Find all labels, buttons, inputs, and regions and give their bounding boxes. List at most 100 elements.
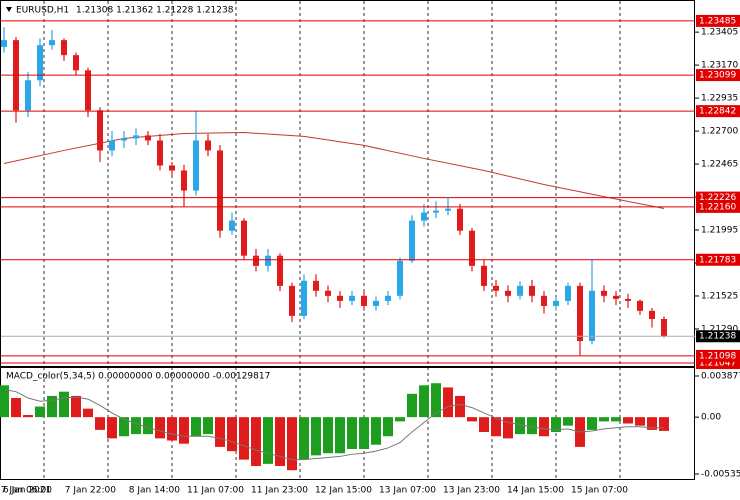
y-tick-label: 1.21995 — [701, 226, 738, 236]
macd-bar — [83, 408, 93, 418]
y-tick-label: 1.21525 — [701, 291, 738, 301]
candle-body — [469, 230, 475, 266]
macd-bar — [179, 417, 189, 444]
candle-body — [325, 290, 331, 296]
y-tick-label: 1.23170 — [701, 61, 738, 71]
macd-bar — [635, 417, 645, 426]
macd-bar — [443, 387, 453, 418]
candle-body — [1, 40, 7, 47]
macd-bar — [239, 417, 249, 460]
macd-bar — [131, 417, 141, 435]
candle-body — [577, 285, 583, 342]
level-label: 1.22160 — [699, 202, 736, 212]
y-tick-label: 1.21290 — [701, 324, 738, 334]
candle-body — [205, 140, 211, 151]
macd-bar — [503, 417, 513, 439]
candle-body — [181, 170, 187, 191]
candle-body — [409, 220, 415, 261]
candle-body — [289, 285, 295, 316]
x-tick-label: 12 Jan 15:00 — [315, 486, 372, 496]
macd-title: MACD_color(5,34,5) 0.00000000 0.00000000… — [6, 372, 270, 382]
candle-body — [373, 300, 379, 306]
x-tick-label: 11 Jan 23:00 — [251, 486, 308, 496]
macd-bar — [0, 385, 9, 418]
candle-body — [73, 55, 79, 71]
macd-bar — [527, 417, 537, 435]
macd-panel-frame — [0, 367, 695, 480]
y-tick-label: 1.22465 — [701, 160, 738, 170]
last-price-label: 1.21238 — [699, 332, 736, 342]
candle-body — [601, 290, 607, 296]
candle-body — [481, 265, 487, 286]
macd-bar — [203, 417, 213, 435]
x-tick-label: 6 Jan 2021 — [3, 486, 51, 496]
candle-body — [661, 318, 667, 337]
macd-bar — [623, 417, 633, 424]
level-label: 1.21098 — [699, 351, 736, 361]
macd-bar — [419, 385, 429, 418]
y-tick-label: 1.23405 — [701, 28, 738, 38]
candle-body — [313, 280, 319, 291]
y-tick-label: 0.0038777 — [701, 371, 740, 381]
macd-bar — [215, 417, 225, 447]
level-label-box — [696, 105, 740, 118]
x-tick-label: 7 Jan 22:00 — [65, 486, 117, 496]
candle-body — [25, 80, 31, 111]
candle-body — [145, 135, 151, 141]
macd-bar — [311, 417, 321, 456]
macd-bar — [395, 417, 405, 422]
candle-body — [301, 280, 307, 316]
macd-bar — [371, 417, 381, 445]
x-tick-label: 13 Jan 07:00 — [379, 486, 436, 496]
y-tick-label: 1.22700 — [701, 127, 738, 137]
candle-body — [277, 255, 283, 286]
candle-body — [493, 285, 499, 291]
macd-bar — [551, 417, 561, 433]
macd-bar — [119, 417, 129, 437]
macd-bar — [407, 393, 417, 418]
y-tick-label: -0.005353 — [701, 469, 740, 479]
macd-bar — [383, 417, 393, 437]
level-label-box — [696, 69, 740, 82]
candle-body — [397, 260, 403, 296]
macd-bar — [47, 395, 57, 418]
x-tick-label: 7 Jan 06:00 — [1, 486, 53, 496]
macd-bar — [71, 395, 81, 418]
level-label: 1.22226 — [699, 193, 736, 203]
moving-average — [3, 131, 665, 210]
candle-body — [385, 295, 391, 301]
macd-bar — [611, 417, 621, 422]
macd-bar — [95, 417, 105, 430]
macd-bar — [251, 417, 261, 466]
macd-bar — [23, 415, 33, 418]
candle-body — [169, 165, 175, 171]
macd-bar — [323, 417, 333, 454]
candle-body — [529, 285, 535, 296]
candle-body — [625, 298, 631, 301]
level-label: 1.23099 — [699, 71, 736, 81]
candle-body — [589, 290, 595, 342]
menu-arrow[interactable] — [6, 7, 12, 12]
candle-body — [337, 295, 343, 301]
macd-bar — [227, 417, 237, 452]
macd-bar — [515, 417, 525, 435]
level-label-box — [696, 191, 740, 204]
macd-bar — [335, 417, 345, 454]
candle-body — [241, 220, 247, 256]
macd-bar — [359, 417, 369, 450]
candle-body — [445, 208, 451, 211]
candle-body — [121, 138, 127, 141]
macd-bar — [347, 417, 357, 450]
macd-bar — [479, 417, 489, 433]
candle-body — [253, 255, 259, 266]
candle-body — [37, 45, 43, 81]
signal-line — [3, 389, 664, 461]
macd-bar — [155, 417, 165, 439]
level-label-box — [696, 14, 740, 27]
candle-body — [109, 140, 115, 151]
candle-body — [157, 140, 163, 166]
macd-bar — [59, 391, 69, 418]
macd-bar — [287, 417, 297, 471]
x-tick-label: 15 Jan 07:00 — [571, 486, 628, 496]
